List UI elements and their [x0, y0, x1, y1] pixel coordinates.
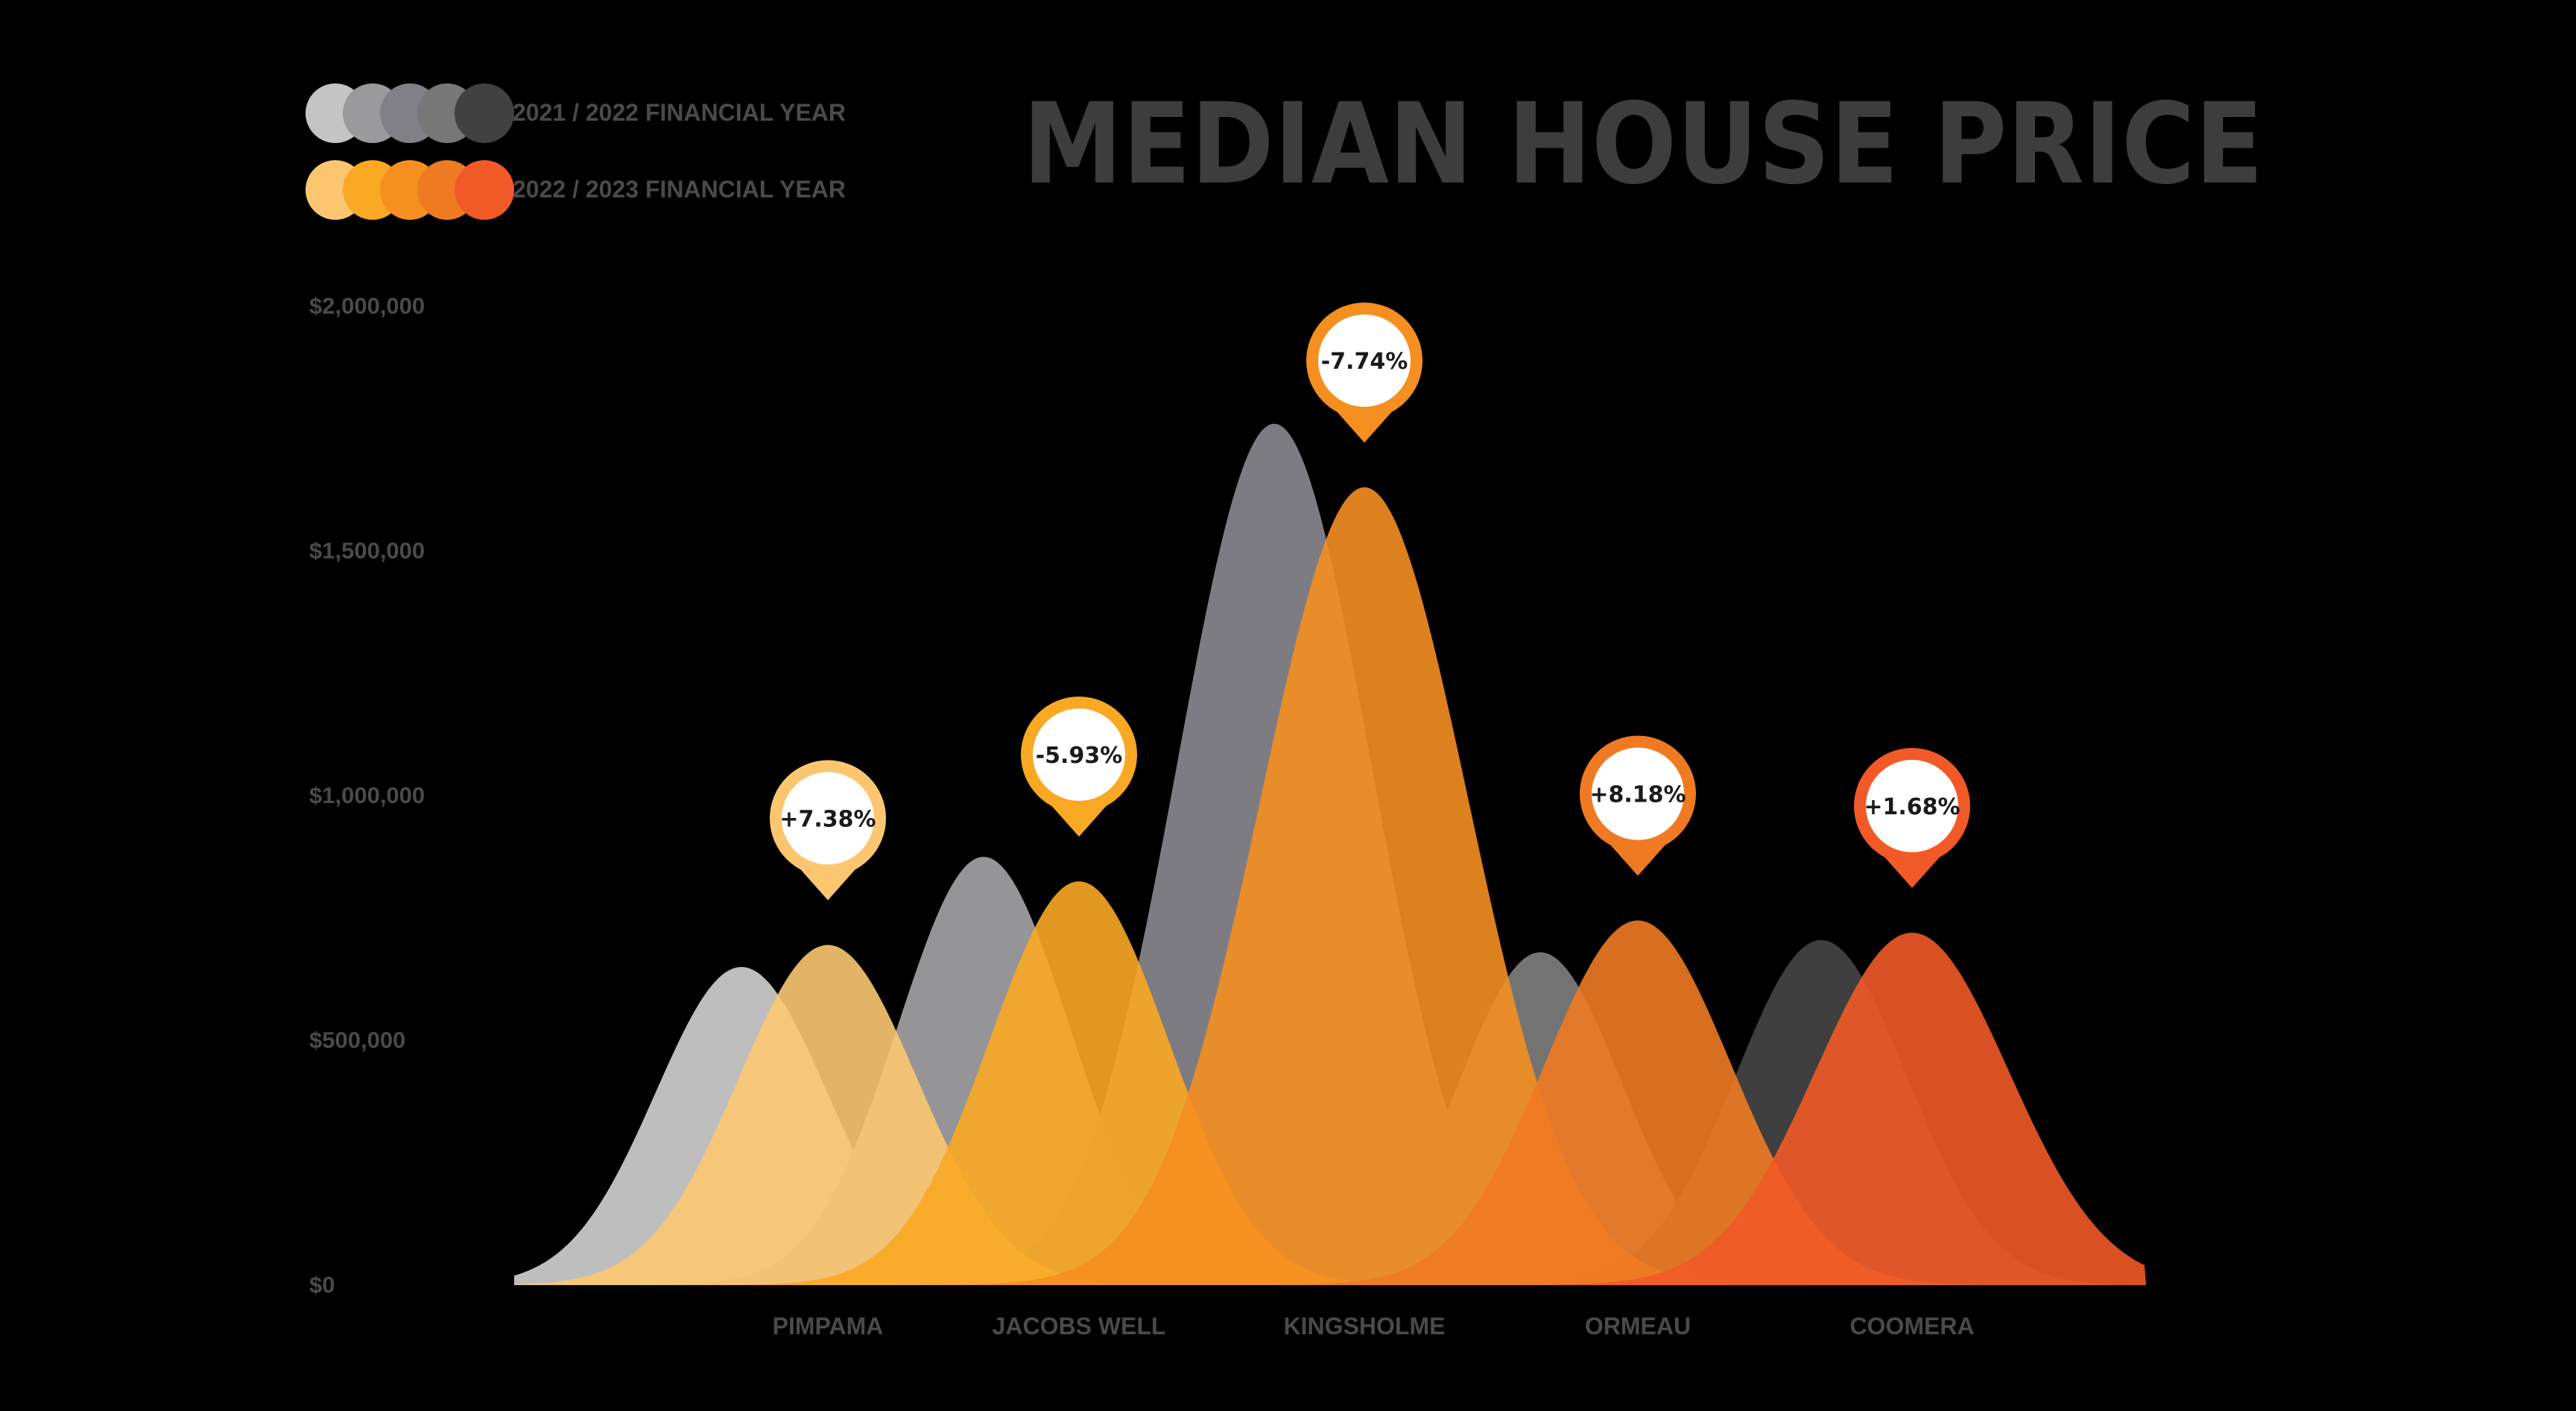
area-2022-2023-kingsholme [514, 487, 2146, 1285]
y-tick-label: $2,000,000 [309, 293, 425, 319]
y-tick-label: $1,500,000 [309, 538, 425, 564]
pin-pointer [1608, 842, 1668, 876]
series-2022-2023 [514, 487, 2146, 1285]
x-tick-label: COOMERA [1849, 1313, 1974, 1339]
x-axis-labels: PIMPAMA JACOBS WELL KINGSHOLME ORMEAU COOMER… [773, 1313, 1975, 1339]
legend-label-2022-2023: 2022 / 2023 FINANCIAL YEAR [513, 176, 846, 203]
y-axis-ticks: $0 $500,000 $1,000,000 $1,500,000 $2,000,000 [309, 293, 425, 1298]
legend-dot [455, 160, 514, 220]
change-annotation: +1.68% [1864, 794, 1960, 820]
pin-pointer [1049, 802, 1109, 837]
change-pin: +8.18% [1580, 735, 1696, 876]
pin-center [1866, 759, 1958, 852]
pin-center [1592, 747, 1684, 840]
y-tick-label: $1,000,000 [309, 782, 425, 808]
chart-title: MEDIAN HOUSE PRICE [1023, 80, 2264, 209]
pin-center [1033, 708, 1125, 801]
pin-center [1318, 314, 1411, 408]
x-tick-label: JACOBS WELL [993, 1313, 1166, 1339]
pin-pointer [1882, 854, 1942, 888]
change-annotations: +7.38% -5.93% -7.74% +8.18% +1.68% [770, 302, 1970, 901]
change-pin: +7.38% [770, 760, 886, 901]
x-tick-label: PIMPAMA [773, 1313, 884, 1339]
change-annotation: +7.38% [779, 806, 876, 832]
change-pin: -5.93% [1021, 696, 1137, 837]
pin-pointer [1335, 409, 1394, 443]
change-pin: +1.68% [1854, 747, 1970, 888]
legend: 2021 / 2022 FINANCIAL YEAR 2022 / 2023 F… [306, 83, 846, 220]
change-annotation: -5.93% [1036, 743, 1123, 769]
x-tick-label: ORMEAU [1585, 1313, 1691, 1339]
legend-swatch-2022-2023 [306, 160, 514, 220]
y-tick-label: $0 [309, 1272, 335, 1298]
area-2022-2023-coomera [514, 933, 2146, 1285]
legend-dot [455, 83, 514, 143]
x-tick-label: KINGSHOLME [1284, 1313, 1446, 1339]
change-annotation: -7.74% [1321, 349, 1408, 375]
area-2022-2023-ormeau [514, 920, 2146, 1285]
legend-label-2021-2022: 2021 / 2022 FINANCIAL YEAR [513, 99, 846, 126]
change-pin: -7.74% [1306, 302, 1423, 443]
legend-swatch-2021-2022 [306, 83, 514, 143]
change-annotation: +8.18% [1589, 782, 1686, 808]
pin-center [782, 772, 874, 865]
y-tick-label: $500,000 [309, 1027, 405, 1053]
pin-pointer [798, 866, 858, 901]
